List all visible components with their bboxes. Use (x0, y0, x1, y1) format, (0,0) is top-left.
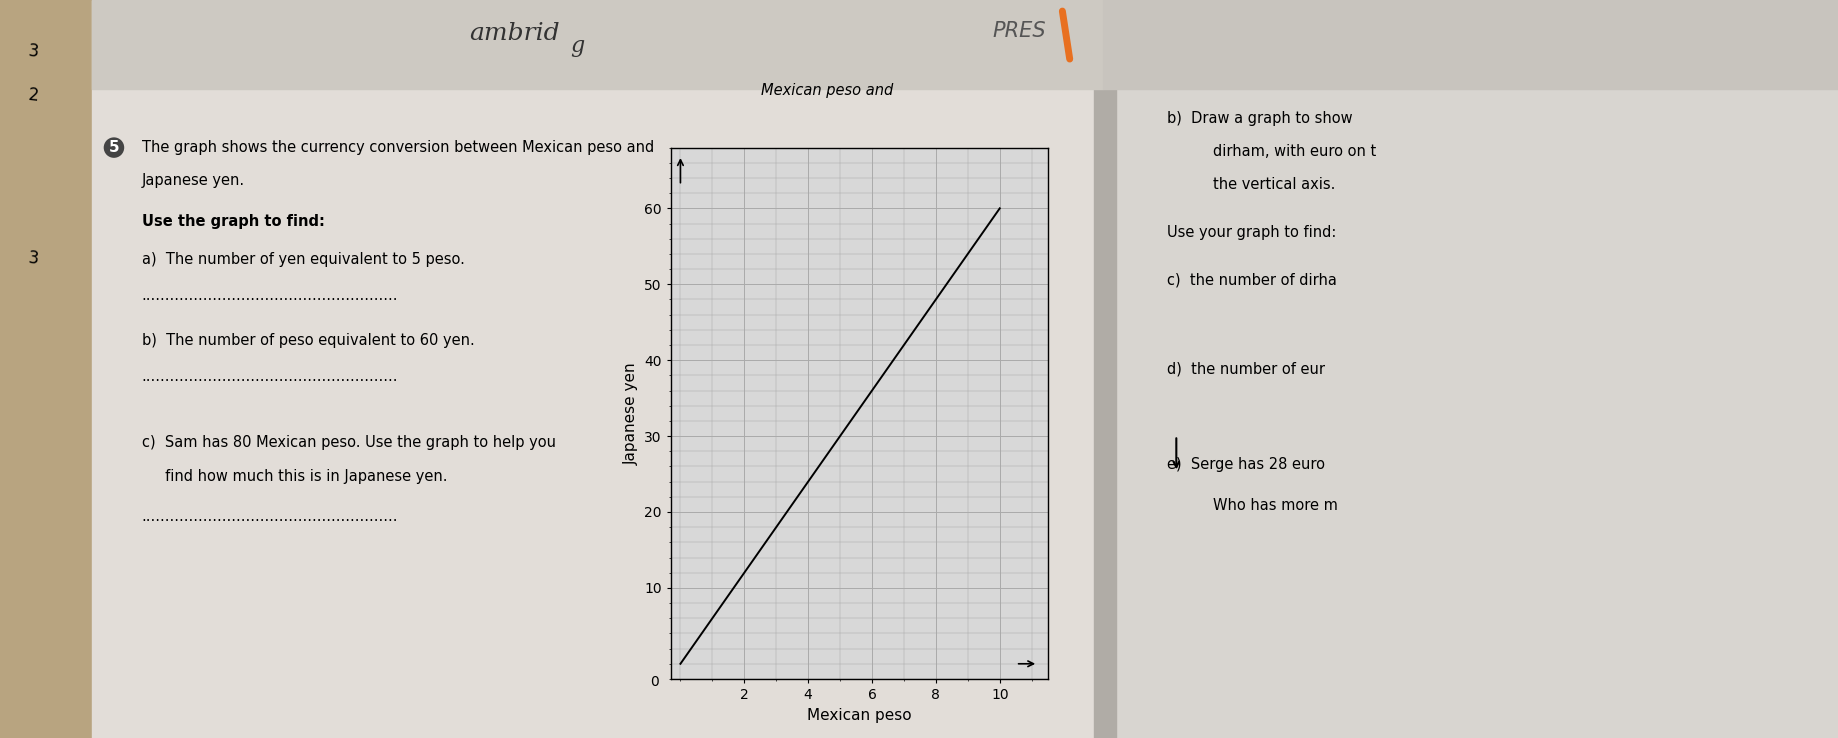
Text: 2: 2 (28, 86, 39, 106)
Text: dirham, with euro on t: dirham, with euro on t (1213, 144, 1377, 159)
Text: g: g (570, 35, 584, 57)
Text: The graph shows the currency conversion between Mexican peso and: The graph shows the currency conversion … (142, 140, 654, 155)
Text: 5: 5 (108, 140, 119, 155)
Text: ambrid: ambrid (469, 21, 559, 45)
Text: c)  the number of dirha: c) the number of dirha (1167, 273, 1336, 288)
Text: ......................................................: ........................................… (142, 288, 399, 303)
Bar (92, 0, 1103, 89)
Text: a)  The number of yen equivalent to 5 peso.: a) The number of yen equivalent to 5 pes… (142, 252, 465, 267)
Text: 3: 3 (28, 249, 39, 268)
Bar (1103, 0, 1838, 89)
Bar (0, 0, 92, 738)
Text: Japanese yen.: Japanese yen. (142, 173, 244, 188)
Text: Use the graph to find:: Use the graph to find: (142, 214, 323, 229)
Text: 0: 0 (651, 675, 660, 689)
Text: Use your graph to find:: Use your graph to find: (1167, 225, 1336, 240)
Bar (92, 0, 1103, 738)
Y-axis label: Japanese yen: Japanese yen (623, 362, 638, 465)
Text: ......................................................: ........................................… (142, 509, 399, 524)
Text: b)  The number of peso equivalent to 60 yen.: b) The number of peso equivalent to 60 y… (142, 334, 474, 348)
Text: find how much this is in Japanese yen.: find how much this is in Japanese yen. (142, 469, 447, 483)
X-axis label: Mexican peso: Mexican peso (807, 708, 912, 723)
Text: ......................................................: ........................................… (142, 369, 399, 384)
Text: PRES: PRES (993, 21, 1046, 41)
Text: Mexican peso and: Mexican peso and (761, 83, 893, 97)
Text: d)  the number of eur: d) the number of eur (1167, 362, 1325, 376)
Text: c)  Sam has 80 Mexican peso. Use the graph to help you: c) Sam has 80 Mexican peso. Use the grap… (142, 435, 555, 450)
Bar (1103, 0, 1838, 738)
Bar (1094, 0, 1116, 738)
Text: Who has more m: Who has more m (1213, 498, 1338, 513)
Text: b)  Draw a graph to show: b) Draw a graph to show (1167, 111, 1353, 125)
Text: 3: 3 (28, 42, 39, 61)
Text: e)  Serge has 28 euro: e) Serge has 28 euro (1167, 458, 1325, 472)
Text: the vertical axis.: the vertical axis. (1213, 177, 1336, 192)
